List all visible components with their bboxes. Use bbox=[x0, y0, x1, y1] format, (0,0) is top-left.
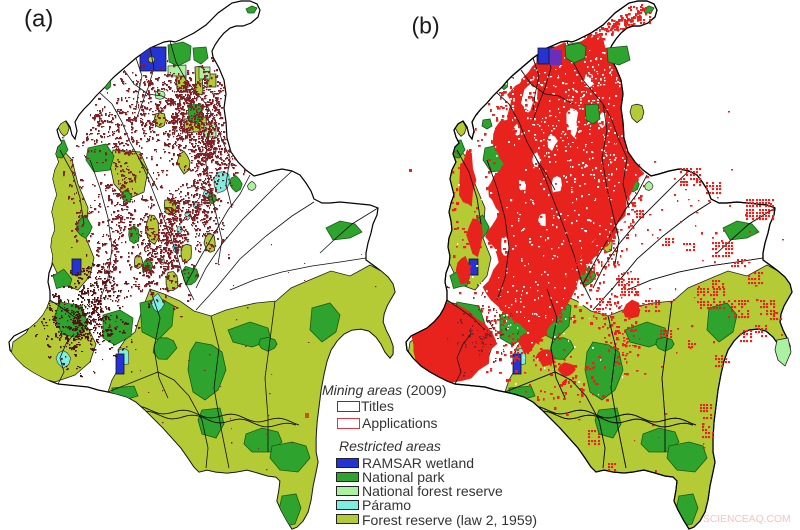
svg-text:(b): (b) bbox=[412, 13, 440, 39]
svg-text:(a): (a) bbox=[24, 6, 53, 33]
